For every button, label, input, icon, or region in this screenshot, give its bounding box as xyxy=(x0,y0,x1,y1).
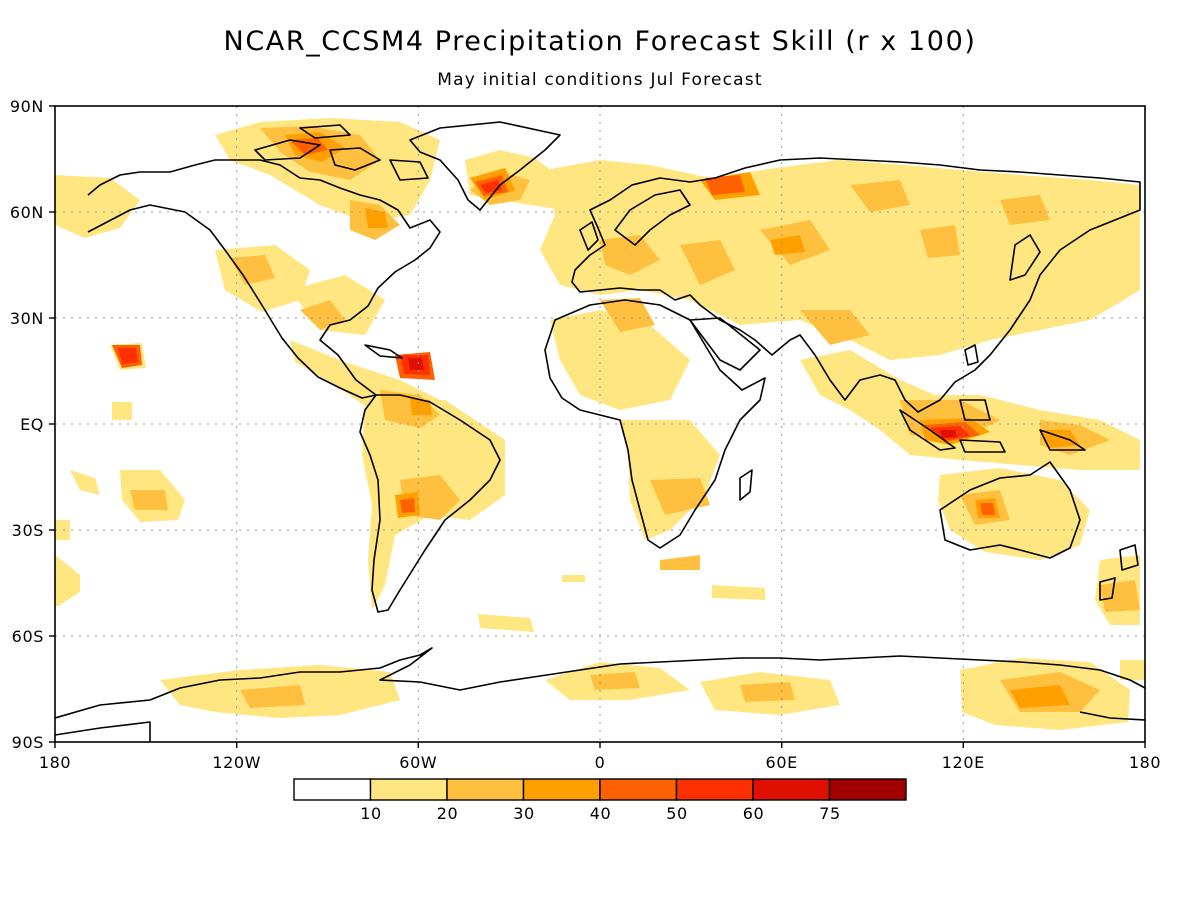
graticule xyxy=(55,106,1145,742)
x-tick-label: 60E xyxy=(766,753,798,772)
colorbar-labels: 10 20 30 40 50 60 75 xyxy=(360,804,841,823)
map-subtitle: May initial conditions Jul Forecast xyxy=(437,70,763,90)
colorbar-label: 75 xyxy=(819,804,841,823)
colorbar-swatch xyxy=(752,778,831,801)
colorbar-label: 30 xyxy=(513,804,535,823)
x-tick-label: 180 xyxy=(39,753,71,772)
y-tick-label: 60S xyxy=(12,627,44,646)
tick-marks xyxy=(49,105,1146,748)
y-tick-label: 90N xyxy=(10,97,44,116)
y-tick-label: 90S xyxy=(12,733,44,752)
colorbar-swatch xyxy=(828,778,907,801)
colorbar-swatch xyxy=(675,778,754,801)
y-tick-label: 60N xyxy=(10,203,44,222)
colorbar-swatch xyxy=(522,778,601,801)
skill-shading xyxy=(55,118,1145,730)
x-tick-label: 60W xyxy=(399,753,437,772)
colorbar xyxy=(293,778,907,801)
colorbar-label: 50 xyxy=(666,804,688,823)
colorbar-label: 20 xyxy=(437,804,459,823)
x-tick-label: 0 xyxy=(595,753,606,772)
colorbar-label: 40 xyxy=(590,804,612,823)
map-title: NCAR_CCSM4 Precipitation Forecast Skill … xyxy=(223,26,977,57)
y-tick-label: 30N xyxy=(10,309,44,328)
y-tick-label: 30S xyxy=(12,521,44,540)
colorbar-swatch xyxy=(369,778,448,801)
x-tick-label: 180 xyxy=(1129,753,1161,772)
coastlines xyxy=(55,121,1145,742)
y-tick-label: EQ xyxy=(20,415,44,434)
colorbar-swatch xyxy=(446,778,525,801)
colorbar-label: 10 xyxy=(360,804,382,823)
colorbar-swatch xyxy=(599,778,678,801)
colorbar-swatch xyxy=(293,778,372,801)
colorbar-label: 60 xyxy=(743,804,765,823)
x-tick-label: 120W xyxy=(212,753,261,772)
x-tick-label: 120E xyxy=(942,753,985,772)
